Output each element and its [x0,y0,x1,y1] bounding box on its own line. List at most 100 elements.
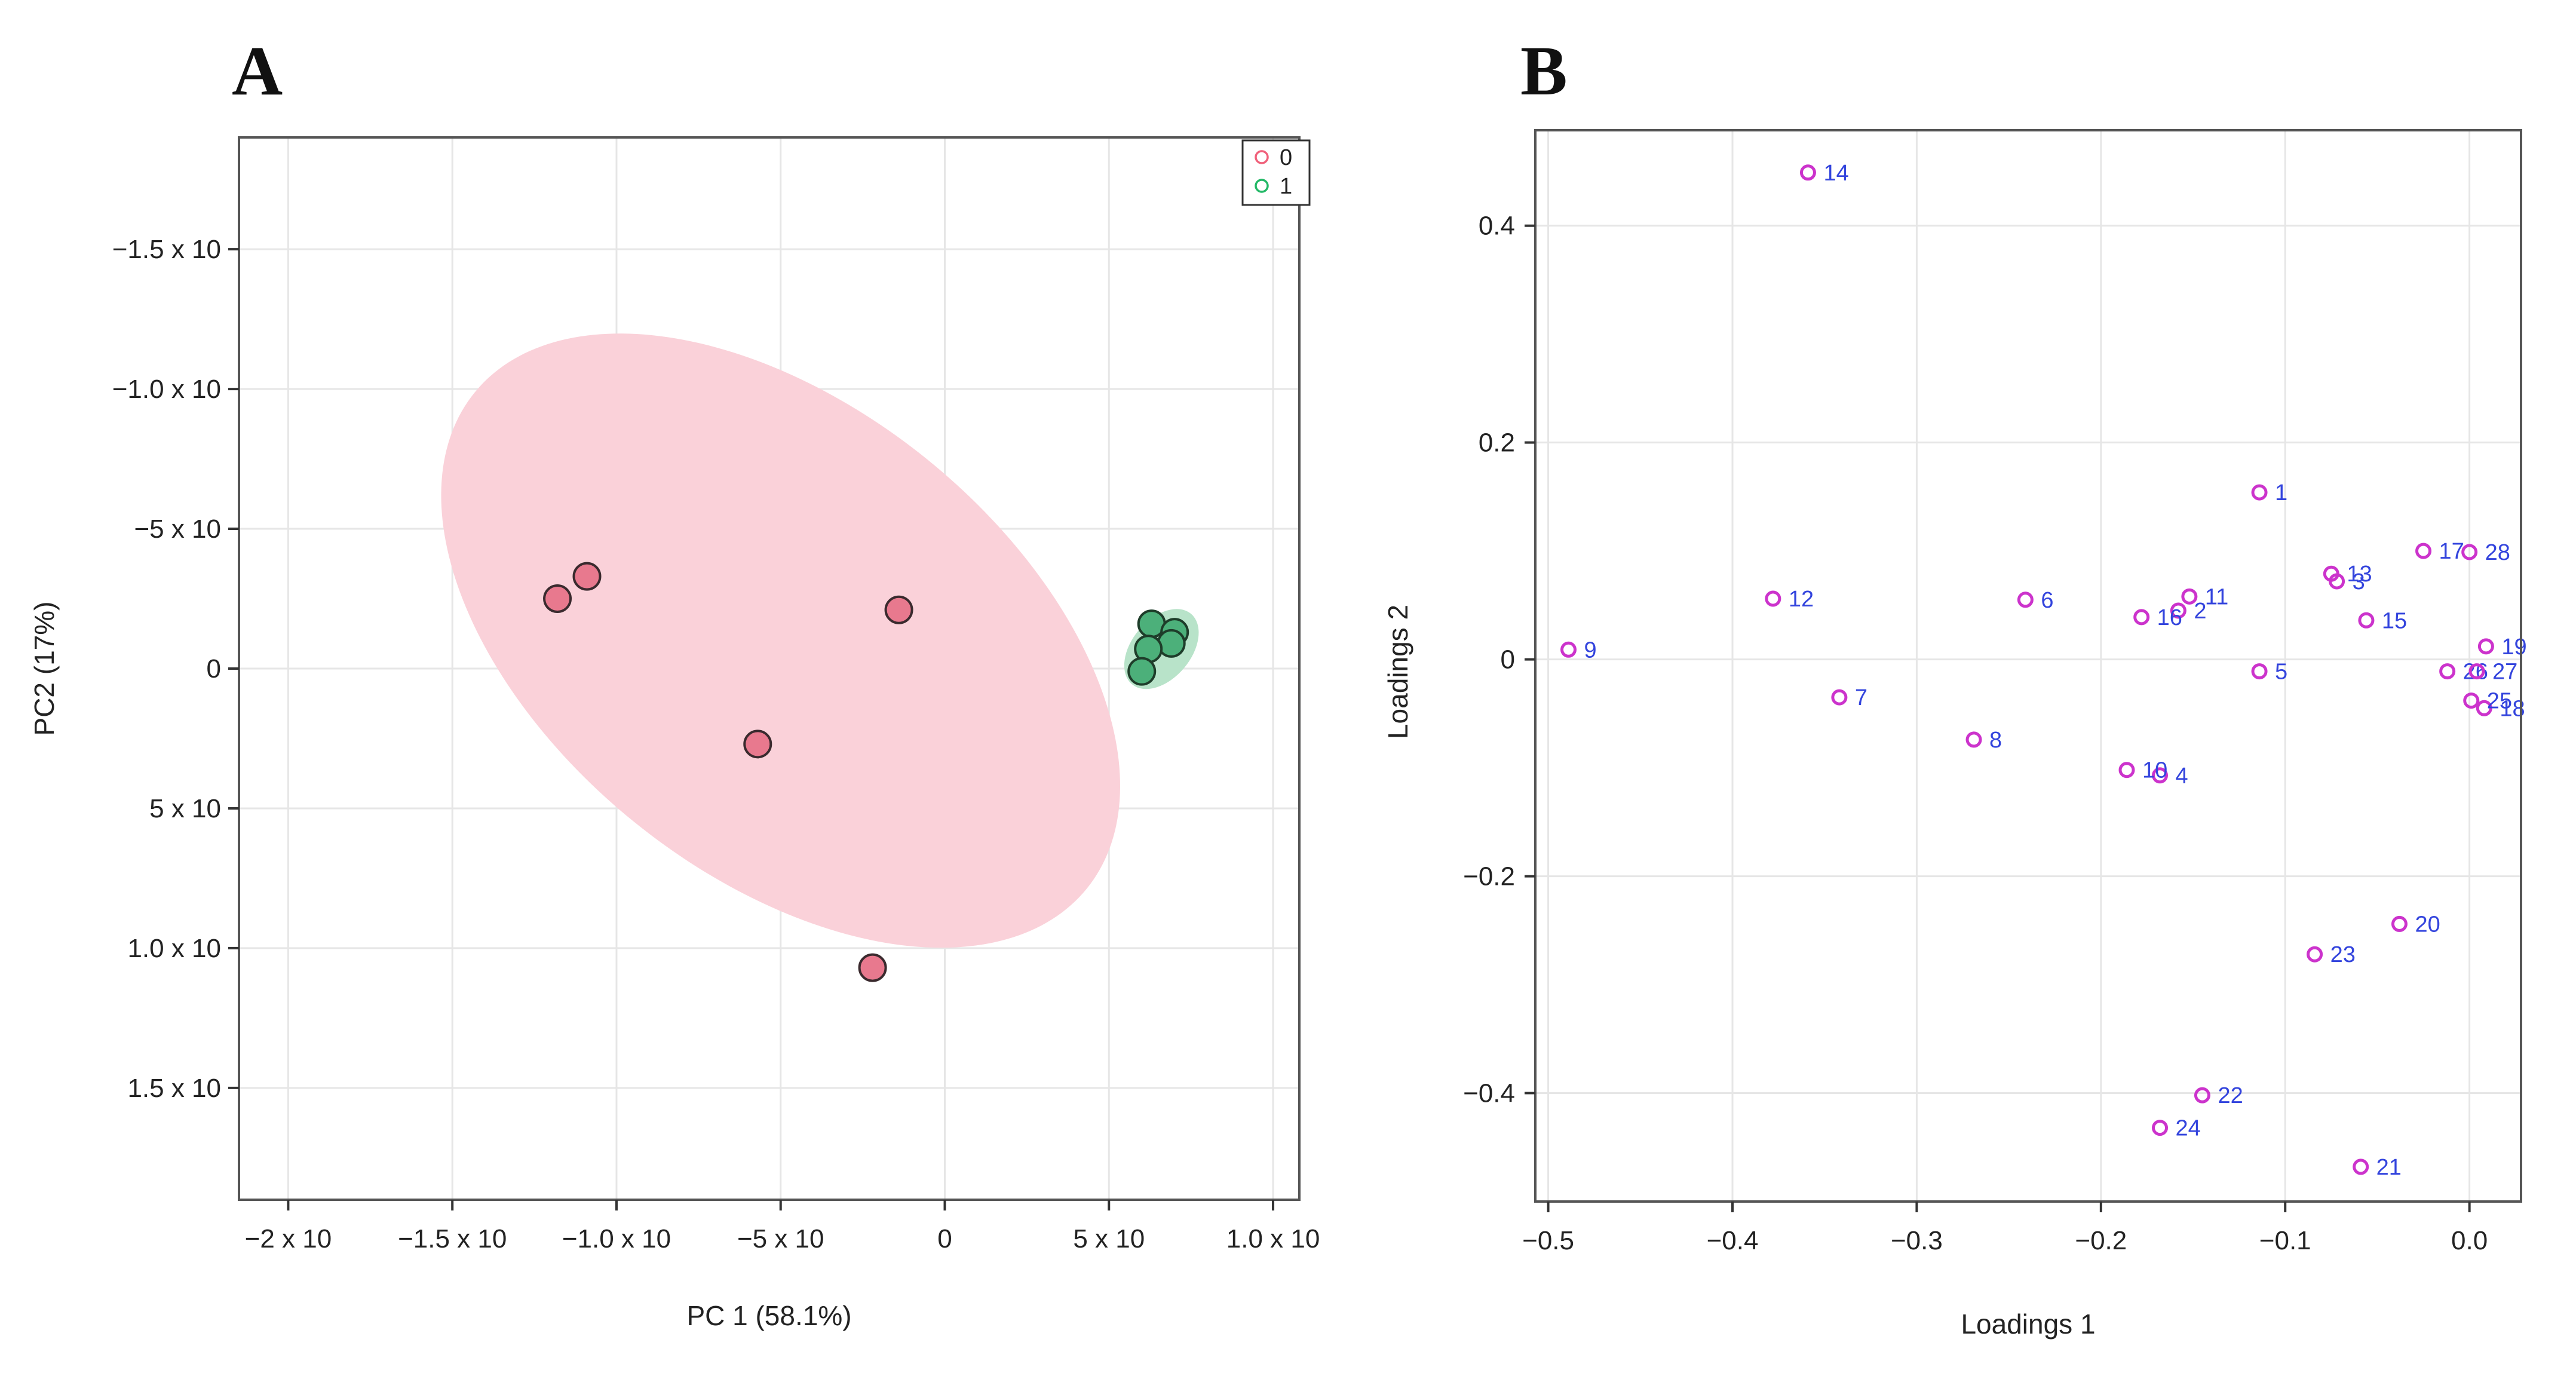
panel-b-x-tick-label: −0.2 [2075,1226,2127,1255]
panel-b-x-tick-label: −0.1 [2259,1226,2311,1255]
loading-point-label: 3 [2353,569,2365,594]
loading-point [2415,543,2432,559]
panel-a-y-tick-label: −5 x 10 [134,514,221,544]
panel-a-points [543,562,1189,982]
panel-b-plot-frame [1534,129,2522,1203]
panel-a-x-tick-label: 0 [937,1224,952,1254]
score-point-group-0 [572,562,602,591]
loading-point [2307,946,2323,963]
panel-b-x-axis: −0.5 −0.4 −0.3 −0.2 −0.1 0.0 [1522,1202,2488,1255]
legend-box [1241,139,1311,206]
panel-b-x-tick-label: −0.5 [1522,1226,1574,1255]
panel-a-legend: 0 1 [1241,139,1311,206]
panel-b-y-tick-label: −0.4 [1463,1079,1515,1108]
panel-a-x-tick-label: 5 x 10 [1073,1224,1145,1254]
panel-a-y-tick-label: −1.0 x 10 [112,375,221,404]
score-point-group-0 [858,953,887,982]
loading-point-label: 23 [2330,942,2356,967]
loading-point-label: 16 [2157,605,2182,630]
panel-a-y-axis-title: PC2 (17%) [29,602,60,736]
score-point-group-0 [884,595,913,624]
panel-a-x-axis-title: PC 1 (58.1%) [686,1300,851,1331]
loading-point-label: 5 [2275,660,2287,685]
loading-point-label: 2 [2194,599,2206,624]
loading-point [2152,767,2169,784]
panel-b-y-axis: −0.4 −0.2 0 0.2 0.4 [1463,212,1535,1108]
score-point-group-0 [543,584,572,614]
loading-point-label: 19 [2501,635,2526,660]
loading-point [2323,565,2339,582]
panel-a-y-tick-label: 1.5 x 10 [127,1074,221,1103]
panel-a-y-tick-label: 0 [207,654,221,684]
loading-point [2152,1120,2169,1136]
loading-point-label: 24 [2176,1116,2201,1141]
legend-label-group-0: 0 [1280,145,1292,170]
loading-point-label: 21 [2376,1155,2402,1180]
loading-point-label: 9 [1584,638,1597,663]
panel-a-x-tick-label: −1.5 x 10 [398,1224,507,1254]
legend-label-group-1: 1 [1280,174,1292,199]
confidence-ellipse-group-0 [441,333,1121,948]
loading-point-label: 4 [2176,764,2188,789]
panel-b-x-axis-title: Loadings 1 [1961,1308,2095,1340]
loading-point [2468,663,2485,680]
panel-b-y-tick-label: −0.2 [1463,862,1515,891]
loading-point-label: 17 [2439,539,2464,564]
loading-point-label: 27 [2492,660,2517,685]
panel-a-x-tick-label: −2 x 10 [245,1224,332,1254]
loading-point-label: 10 [2142,758,2167,783]
legend-marker-group-0 [1255,150,1269,164]
loading-point [1765,590,1781,607]
loading-point-label: 20 [2415,912,2440,937]
score-point-group-0 [743,730,772,759]
loading-point [2133,609,2150,626]
panel-b-x-tick-label: 0.0 [2451,1226,2488,1255]
loading-point [1799,164,1816,181]
panel-a-y-tick-label: 1.0 x 10 [127,934,221,963]
panel-b-x-tick-label: −0.4 [1707,1226,1759,1255]
loading-point-label: 12 [1789,587,1814,612]
loading-point-label: 25 [2487,689,2512,714]
panel-b-points: 1234567891011121314151617181920212223242… [1560,161,2527,1180]
score-point-group-1 [1127,657,1157,686]
panel-a-x-tick-label: 1.0 x 10 [1226,1224,1320,1254]
loading-point [1831,689,1848,706]
panel-a-x-tick-label: −1.0 x 10 [562,1224,671,1254]
panel-b-y-tick-label: 0.4 [1479,212,1515,241]
panel-a-y-axis: −1.5 x 10 −1.0 x 10 −5 x 10 0 5 x 10 1.0 x 10… [112,235,239,1103]
loading-point-label: 15 [2382,608,2407,633]
loading-point [2461,544,2478,560]
panel-a-x-axis: −2 x 10 −1.5 x 10 −1.0 x 10 −5 x 10 0 5 x 10 1… [245,1200,1320,1254]
panel-b-y-tick-label: 0 [1501,645,1515,675]
loading-point-label: 14 [1823,161,1848,186]
panel-b-letter: B [1520,32,1568,110]
loading-point [2251,663,2268,680]
loading-point [2476,700,2492,716]
panel-a-x-tick-label: −5 x 10 [737,1224,824,1254]
loading-point-label: 1 [2275,480,2287,505]
panel-b-grid [1535,130,2521,1202]
panel-a-y-tick-label: 5 x 10 [149,794,221,823]
loading-point [2194,1087,2210,1104]
loading-point-label: 28 [2485,540,2510,565]
loading-point [2251,484,2268,501]
panel-b-y-axis-title: Loadings 2 [1382,605,1413,739]
loading-point [2181,588,2198,605]
loading-point [2391,915,2408,932]
loading-point [2477,638,2494,655]
panel-a-letter: A [232,32,283,110]
panel-a-pca-scores: −2 x 10 −1.5 x 10 −1.0 x 10 −5 x 10 0 5 x 10 1… [29,136,1320,1331]
loading-point [1560,641,1577,658]
loading-point-label: 11 [2205,584,2228,609]
loading-point-label: 6 [2041,588,2053,613]
loading-point [2017,592,2034,608]
loading-point-label: 13 [2347,562,2372,587]
panel-a-y-tick-label: −1.5 x 10 [112,235,221,264]
loading-point [2353,1159,2369,1175]
legend-marker-group-1 [1255,179,1269,193]
loading-point [2358,612,2375,629]
loading-point-label: 8 [1989,728,2002,753]
panel-b-loadings: 1234567891011121314151617181920212223242… [1382,129,2527,1340]
loading-point-label: 7 [1855,685,1867,710]
loading-point [1965,731,1982,748]
